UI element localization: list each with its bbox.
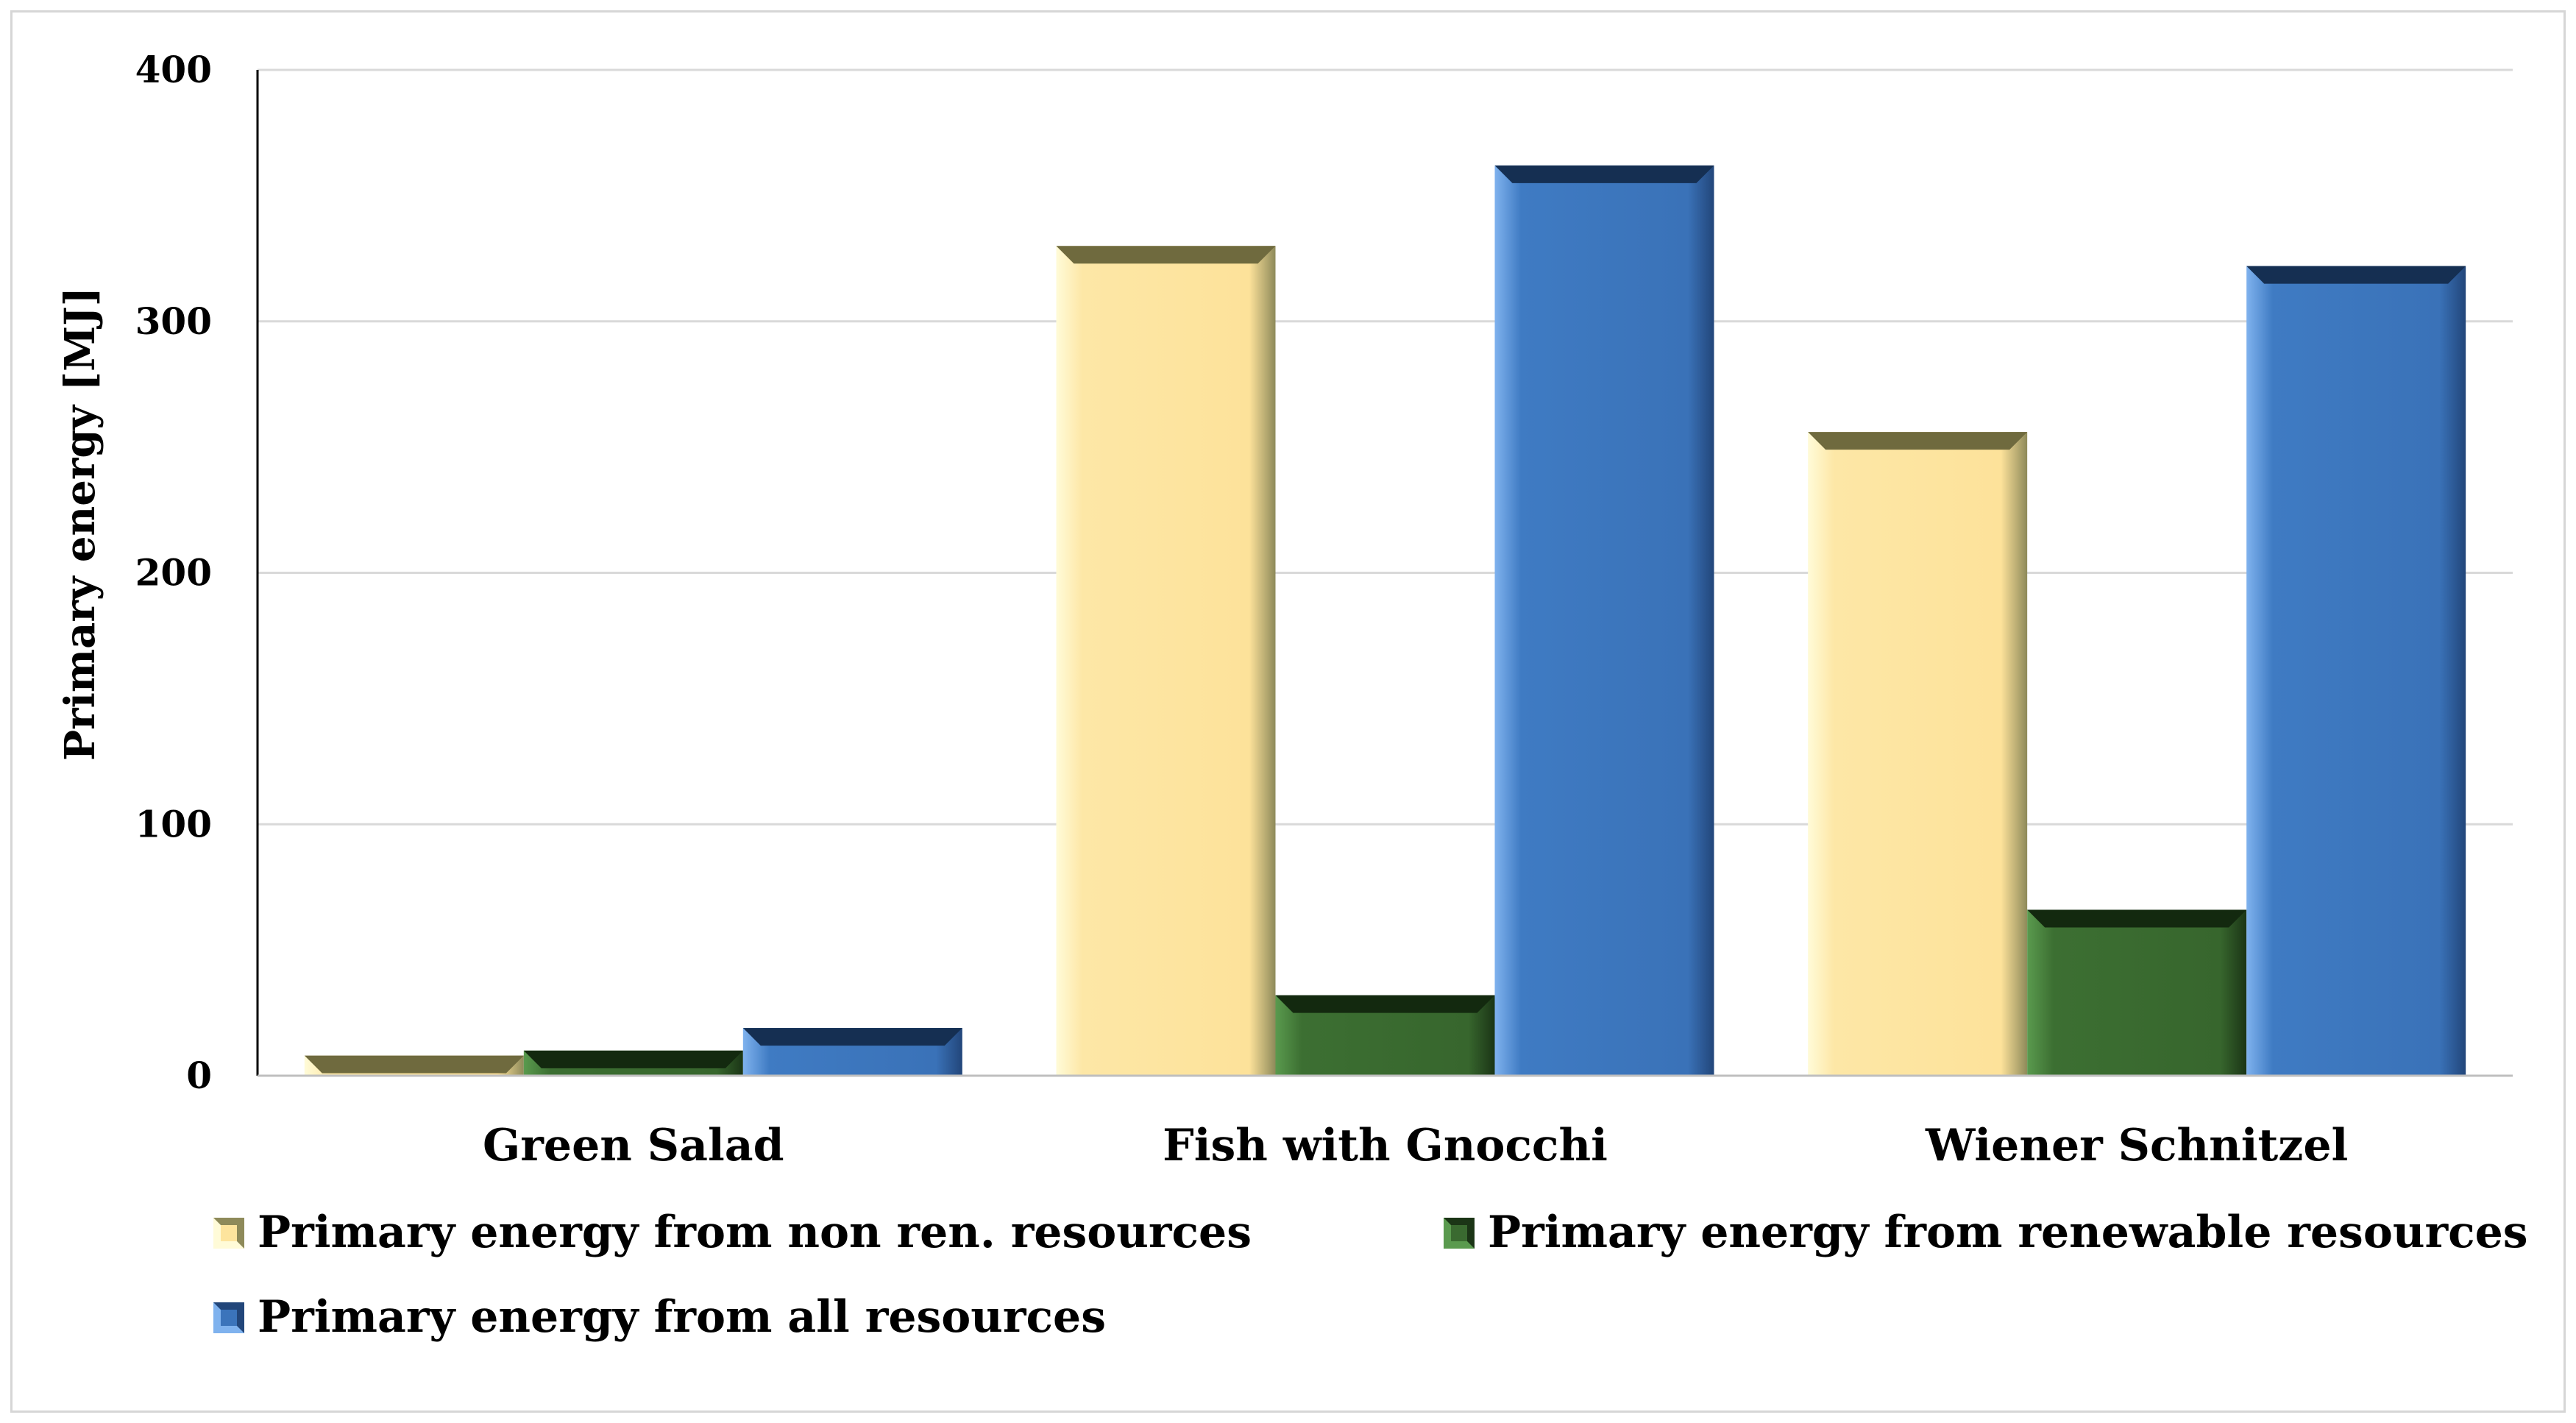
bar xyxy=(1494,165,1714,1076)
chart-frame xyxy=(10,10,2566,1413)
bar-bevel xyxy=(1056,246,1276,264)
gridlines xyxy=(258,68,2513,826)
legend-swatch xyxy=(1444,1218,1475,1249)
bar xyxy=(2246,266,2466,1076)
bars xyxy=(304,165,2466,1076)
bar-bevel xyxy=(1494,165,1714,183)
bar-bevel xyxy=(1808,432,2028,450)
y-axis-title: Primary energy [MJ] xyxy=(56,287,104,761)
legend-swatch xyxy=(213,1218,244,1249)
y-tick-label: 300 xyxy=(135,299,212,343)
axes: 0 100 200 300 400 Green Salad Fish with Gnocch… xyxy=(135,48,2513,1171)
bar-bevel xyxy=(1275,995,1495,1013)
y-tick-label: 0 xyxy=(186,1054,212,1097)
bar-bevel xyxy=(2027,909,2247,928)
bar-bevel xyxy=(742,1028,962,1046)
x-category-label: Green Salad xyxy=(483,1120,784,1171)
x-category-label: Wiener Schnitzel xyxy=(1925,1120,2348,1171)
legend-swatch xyxy=(213,1302,244,1333)
legend-label: Primary energy from all resources xyxy=(258,1291,1106,1343)
legend: Primary energy from non ren. resources Pr… xyxy=(213,1207,2528,1343)
bar-bevel xyxy=(304,1055,524,1074)
bar-bevel xyxy=(2246,266,2466,284)
legend-label: Primary energy from non ren. resources xyxy=(258,1207,1252,1258)
y-tick-label: 400 xyxy=(135,48,212,91)
y-tick-label: 100 xyxy=(135,802,212,845)
y-tick-label: 200 xyxy=(135,551,212,595)
legend-label: Primary energy from renewable resources xyxy=(1488,1207,2528,1258)
bar xyxy=(1056,246,1276,1076)
bar-bevel xyxy=(523,1050,743,1068)
bar xyxy=(2027,909,2247,1076)
x-category-label: Fish with Gnocchi xyxy=(1163,1120,1608,1171)
bar xyxy=(1808,432,2028,1076)
